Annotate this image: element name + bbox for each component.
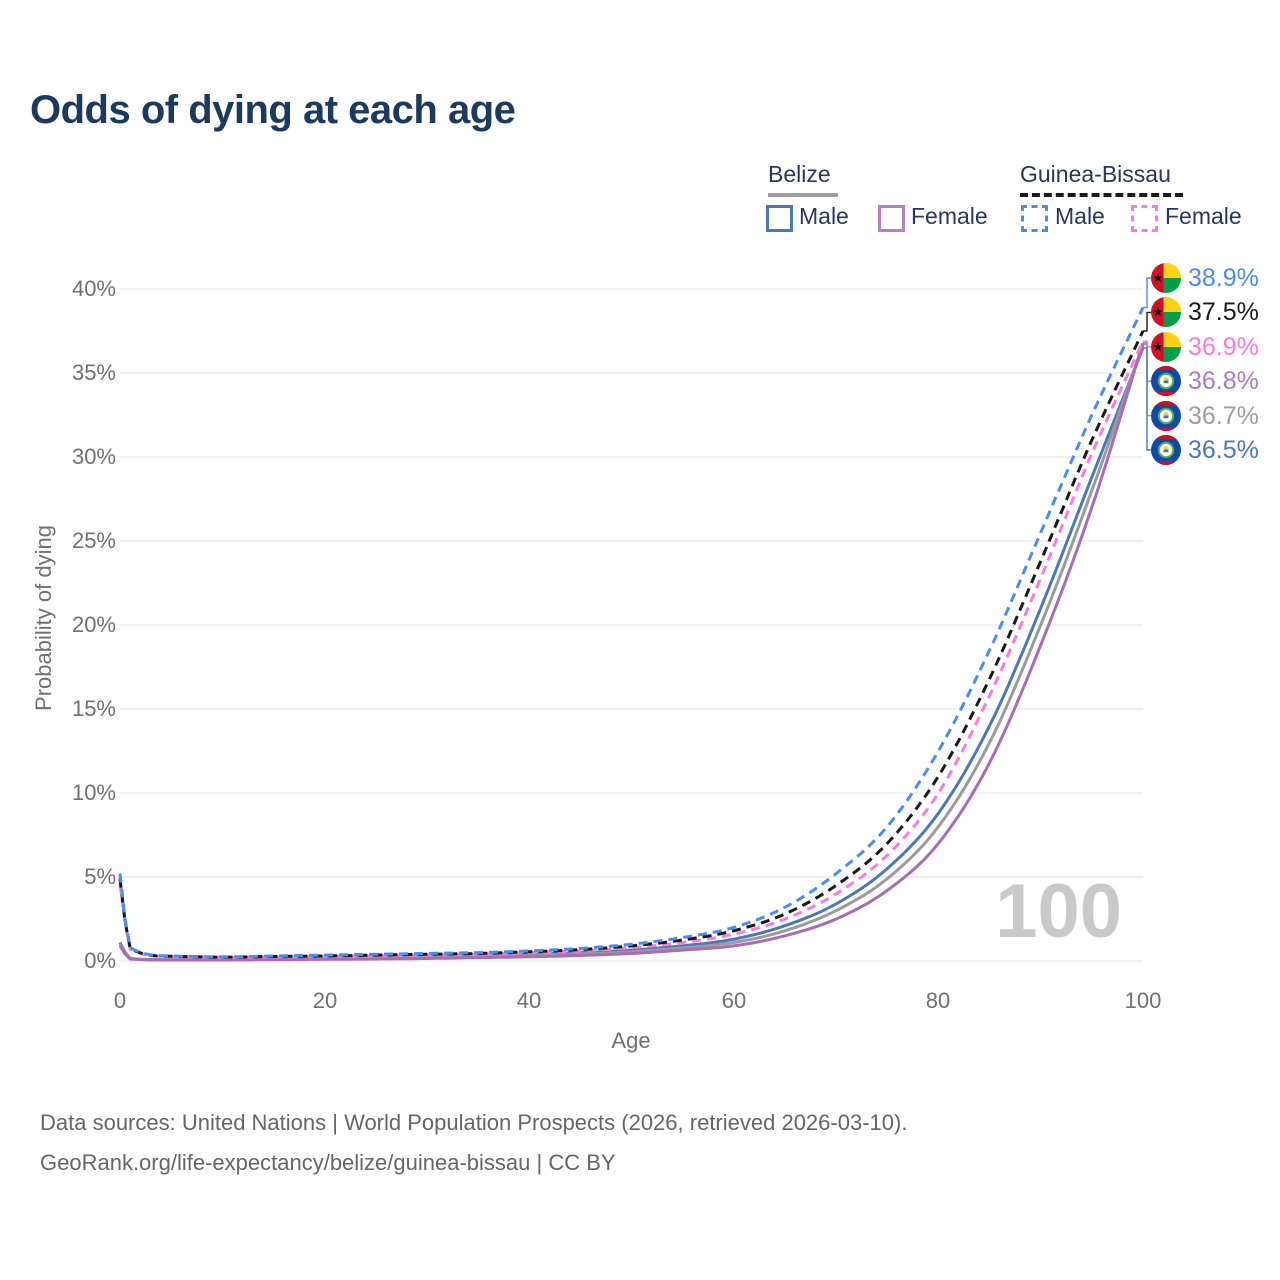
x-axis-title: Age: [611, 1028, 651, 1053]
age-watermark: 100: [995, 869, 1122, 954]
legend-label-belize-female[interactable]: Female: [911, 203, 988, 229]
legend-swatch-belize-male-icon[interactable]: [766, 205, 793, 232]
x-tick-label: 60: [721, 988, 747, 1013]
x-tick-label: 100: [1124, 988, 1162, 1013]
end-value: 37.5%: [1188, 297, 1259, 326]
end-label-guinea-bissau-both: 37.5%: [1151, 297, 1259, 327]
legend-group-guinea-bissau[interactable]: Guinea-Bissau: [1020, 161, 1171, 187]
y-tick-label: 25%: [71, 528, 116, 553]
y-tick-label: 5%: [84, 864, 116, 889]
page-title: Odds of dying at each age: [30, 88, 516, 132]
end-value: 38.9%: [1188, 263, 1259, 292]
guinea-bissau-flag-icon: [1151, 263, 1181, 293]
end-value: 36.9%: [1188, 332, 1259, 361]
y-tick-label: 15%: [71, 696, 116, 721]
x-tick-label: 20: [312, 988, 338, 1013]
x-tick-label: 0: [113, 988, 127, 1013]
end-label-belize-female: 36.8%: [1151, 366, 1259, 396]
y-axis-title: Probability of dying: [31, 525, 56, 711]
belize-flag-icon: [1151, 401, 1181, 431]
legend-underline-guinea-bissau: [1020, 193, 1183, 197]
y-tick-label: 40%: [71, 276, 116, 301]
end-label-guinea-bissau-male: 38.9%: [1151, 263, 1259, 293]
belize-flag-icon: [1151, 435, 1181, 465]
end-label-guinea-bissau-female: 36.9%: [1151, 332, 1259, 362]
end-label-belize-both: 36.7%: [1151, 401, 1259, 431]
legend-swatch-guinea-bissau-female-icon[interactable]: [1131, 205, 1158, 232]
legend-swatch-belize-female-icon[interactable]: [878, 205, 905, 232]
legend-swatch-guinea-bissau-male-icon[interactable]: [1021, 205, 1048, 232]
end-value: 36.5%: [1188, 435, 1259, 464]
end-label-belize-male: 36.5%: [1151, 435, 1259, 465]
y-tick-label: 0%: [84, 948, 116, 973]
data-sources-text: Data sources: United Nations | World Pop…: [40, 1110, 908, 1135]
y-tick-label: 30%: [71, 444, 116, 469]
y-tick-label: 20%: [71, 612, 116, 637]
legend-label-guinea-bissau-male[interactable]: Male: [1055, 203, 1105, 229]
legend-underline-belize: [768, 193, 838, 197]
legend-label-guinea-bissau-female[interactable]: Female: [1165, 203, 1242, 229]
guinea-bissau-flag-icon: [1151, 332, 1181, 362]
x-tick-label: 80: [925, 988, 951, 1013]
end-value: 36.8%: [1188, 366, 1259, 395]
attribution-link[interactable]: GeoRank.org/life-expectancy/belize/guine…: [40, 1150, 616, 1175]
legend-label-belize-male[interactable]: Male: [799, 203, 849, 229]
x-tick-label: 40: [516, 988, 542, 1013]
legend-group-belize[interactable]: Belize: [768, 161, 831, 187]
end-value: 36.7%: [1188, 401, 1259, 430]
y-tick-label: 10%: [71, 780, 116, 805]
y-tick-label: 35%: [71, 360, 116, 385]
guinea-bissau-flag-icon: [1151, 297, 1181, 327]
belize-flag-icon: [1151, 366, 1181, 396]
